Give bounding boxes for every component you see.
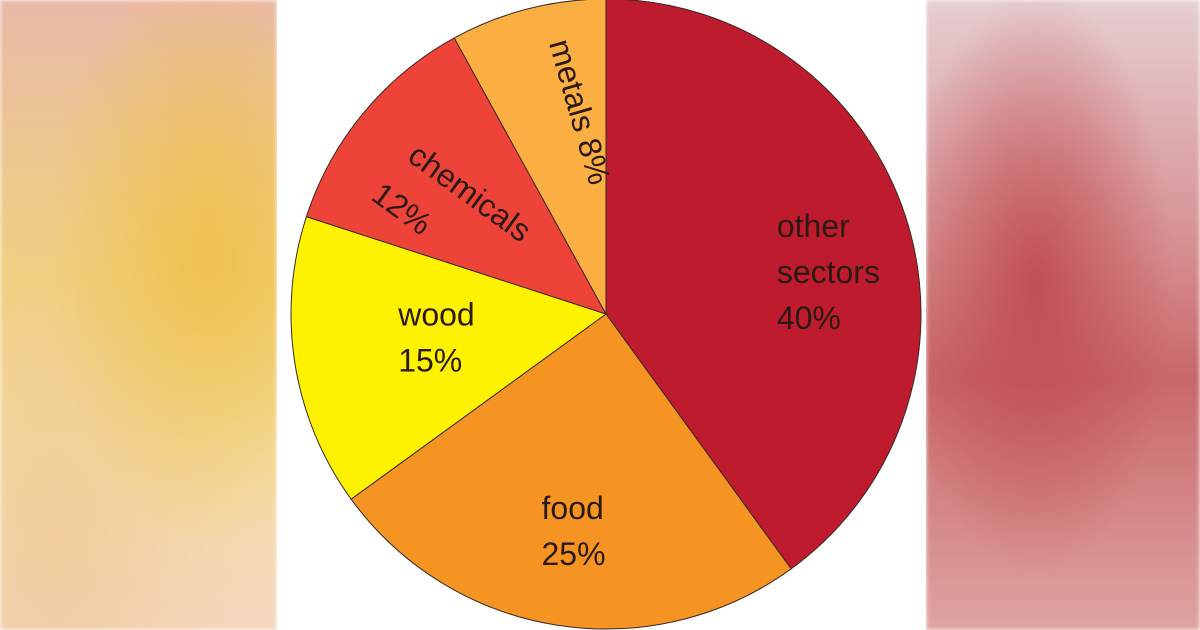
slice-percent-text: 25% <box>542 536 606 572</box>
chart-card: other sectors 40% food 25% wood 15% chemicals 12… <box>277 0 926 630</box>
slice-label-text: sectors <box>777 254 880 290</box>
slice-label-text: other <box>777 208 850 244</box>
slice-label-text: wood <box>397 296 475 332</box>
slice-label-other-sectors: other sectors 40% <box>777 208 880 336</box>
pie-slice-metals <box>453 0 607 315</box>
blurred-background-left <box>0 0 277 630</box>
blurred-background-right <box>926 0 1200 630</box>
slice-label-wood: wood 15% <box>397 296 475 378</box>
slice-label-text: food <box>542 490 604 526</box>
slice-percent-text: 15% <box>398 342 462 378</box>
pie-chart: othersectors40%food25%wood15%chemicals12… <box>290 0 922 630</box>
slice-label-food: food 25% <box>542 490 606 572</box>
pie-slice-chemicals <box>305 37 608 315</box>
pie-slices <box>290 0 922 630</box>
pie-slice-other-sectors <box>605 0 922 570</box>
pie-slice-food <box>350 313 792 630</box>
slice-percent-text: 40% <box>777 300 841 336</box>
pie-slice-wood <box>290 216 608 500</box>
